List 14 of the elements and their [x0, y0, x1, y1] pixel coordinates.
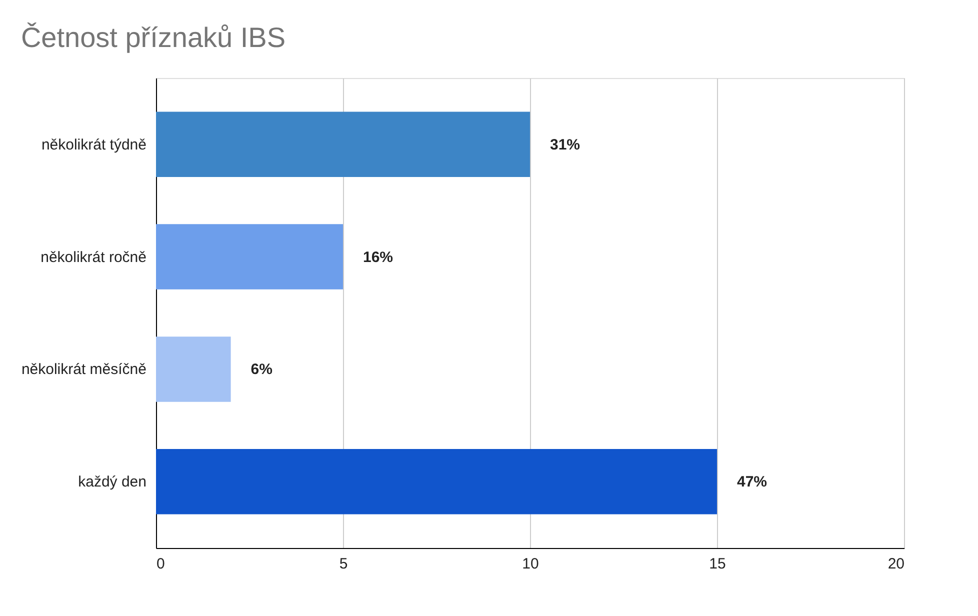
y-tick-label: každý den — [78, 474, 146, 491]
y-tick-label: několikrát ročně — [40, 248, 146, 266]
annotation: 6% — [250, 361, 272, 378]
annotation: 31% — [550, 136, 580, 154]
x-tick-label: 15 — [709, 556, 726, 572]
y-tick-label: několikrát měsíčně — [21, 361, 146, 378]
x-tick-label: 20 — [888, 556, 904, 572]
x-tick-label: 10 — [522, 556, 539, 572]
chart-title: Četnost příznaků IBS — [20, 22, 286, 53]
annotation: 47% — [737, 474, 768, 491]
x-tick-label: 0 — [156, 556, 165, 572]
annotation: 16% — [363, 248, 394, 266]
x-tick-label: 5 — [339, 556, 348, 572]
y-tick-label: několikrát týdně — [41, 136, 146, 154]
